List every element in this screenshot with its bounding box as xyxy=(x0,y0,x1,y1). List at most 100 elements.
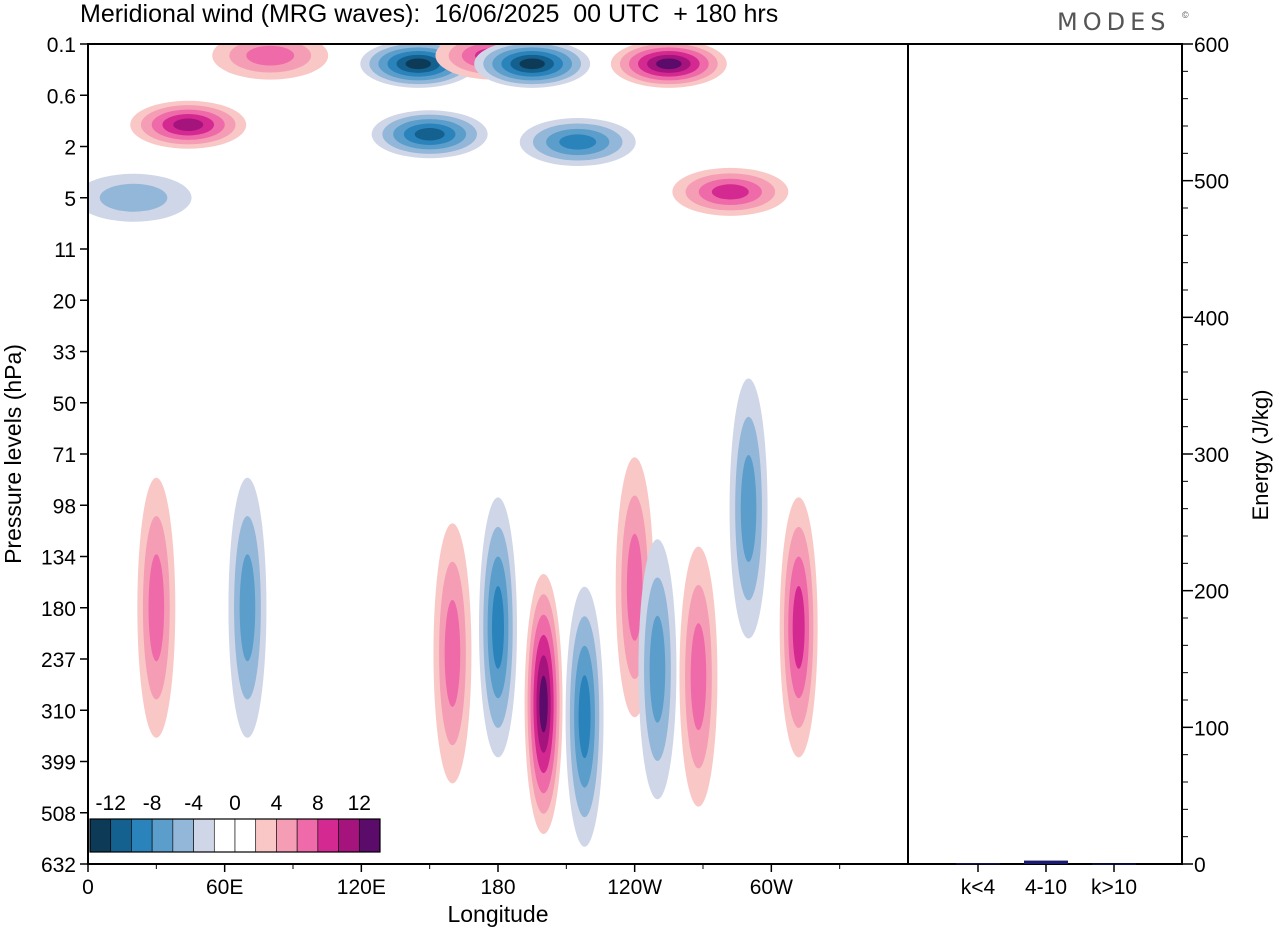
energy-y-tick-label: 500 xyxy=(1194,171,1229,194)
contour-band xyxy=(539,675,548,733)
wind-anomaly-cell xyxy=(524,573,563,834)
y-tick-label: 5 xyxy=(64,188,76,211)
wind-anomaly-cell xyxy=(228,477,267,738)
wind-anomaly-cell xyxy=(672,167,789,216)
wind-anomaly-cell xyxy=(519,118,636,167)
wind-anomaly-cell xyxy=(137,477,176,738)
x-tick-label: 60W xyxy=(750,876,793,899)
contour-band xyxy=(656,58,682,70)
wind-anomaly-cell xyxy=(371,110,488,159)
y-tick-label: 0.1 xyxy=(47,34,76,57)
colorbar-label: -12 xyxy=(96,792,126,815)
y-tick-label: 33 xyxy=(53,342,76,365)
colorbar-swatch xyxy=(193,818,215,853)
contour-band xyxy=(414,128,445,141)
contour-band xyxy=(711,184,749,200)
chart-title: Meridional wind (MRG waves): 16/06/2025 … xyxy=(80,0,779,28)
colorbar-swatch xyxy=(89,818,112,853)
contour-band xyxy=(740,455,757,563)
contour-band xyxy=(578,675,591,759)
colorbar-frame xyxy=(89,818,381,853)
energy-y-tick-label: 0 xyxy=(1194,854,1206,877)
x-axis-label: Longitude xyxy=(447,901,548,927)
colorbar-label: 0 xyxy=(229,792,241,815)
x-tick-label: 120W xyxy=(607,876,662,899)
y-tick-label: 50 xyxy=(53,393,76,416)
contour-band xyxy=(649,615,666,723)
y-tick-label: 180 xyxy=(41,598,76,621)
wind-anomaly-cell xyxy=(729,378,768,639)
colorbar-swatch xyxy=(151,818,174,853)
energy-panel-frame xyxy=(907,43,1183,865)
wind-anomaly-cell xyxy=(474,44,591,88)
colorbar-swatch xyxy=(234,818,257,853)
brand-logo: MODES xyxy=(1057,8,1171,36)
colorbar: -12 -8 -4 0 4 8 12 xyxy=(89,792,381,853)
energy-axis-label: Energy (J/kg) xyxy=(1248,390,1273,521)
heatmap-field xyxy=(88,44,908,864)
y-tick-label: 134 xyxy=(41,547,76,570)
colorbar-swatch xyxy=(110,818,132,853)
y-tick-label: 71 xyxy=(53,444,76,467)
energy-category-label: k<4 xyxy=(961,876,996,899)
wind-anomaly-cell xyxy=(565,586,604,847)
colorbar-label: -4 xyxy=(184,792,203,815)
energy-y-tick-label: 300 xyxy=(1194,444,1229,467)
colorbar-label: 8 xyxy=(312,792,324,815)
y-tick-label: 632 xyxy=(41,854,76,877)
energy-category-label: k>10 xyxy=(1091,876,1137,899)
colorbar-label: 12 xyxy=(348,792,371,815)
contour-band xyxy=(444,599,461,707)
energy-category-label: 4-10 xyxy=(1025,876,1067,899)
energy-y-tick-label: 400 xyxy=(1194,307,1229,330)
x-tick-label: 180 xyxy=(480,876,515,899)
colorbar-swatch xyxy=(131,818,153,853)
energy-y-tick-label: 600 xyxy=(1194,34,1229,57)
wind-anomaly-cell xyxy=(679,546,718,807)
contour-band xyxy=(239,554,256,662)
colorbar-swatch xyxy=(213,818,236,853)
contour-band xyxy=(519,58,545,70)
energy-y-tick-label: 200 xyxy=(1194,581,1229,604)
colorbar-swatch xyxy=(296,818,319,853)
wind-anomaly-cell xyxy=(479,497,517,758)
brand-copyright-mark: © xyxy=(1182,10,1189,20)
energy-bar xyxy=(956,863,1000,865)
y-tick-label: 11 xyxy=(54,239,76,262)
y-tick-label: 508 xyxy=(41,803,76,826)
colorbar-swatch xyxy=(172,818,194,853)
colorbar-swatch xyxy=(255,818,277,853)
wind-anomaly-cell xyxy=(433,523,472,784)
wind-anomaly-cell xyxy=(88,173,192,222)
x-tick-label: 120E xyxy=(337,876,386,899)
colorbar-label: 4 xyxy=(271,792,283,815)
wind-anomaly-cell xyxy=(610,44,727,88)
y-tick-label: 399 xyxy=(41,752,76,775)
y-tick-label: 237 xyxy=(41,649,76,672)
energy-y-tick-label: 100 xyxy=(1194,717,1229,740)
contour-band xyxy=(173,118,204,131)
colorbar-swatch xyxy=(276,818,298,853)
y-tick-label: 2 xyxy=(64,137,76,160)
contour-band xyxy=(405,58,431,70)
energy-bar-chart: 0 100 200 300 400 500 600 k<4 4-10 k>10 xyxy=(956,34,1229,899)
y-tick-label: 98 xyxy=(53,495,76,518)
heatmap-axes: 0.1 0.6 2 5 11 20 33 50 71 98 134 180 237 310 399 508 63… xyxy=(41,34,841,899)
wind-anomaly-cell xyxy=(638,539,677,800)
contour-band xyxy=(148,554,165,662)
y-tick-label: 20 xyxy=(53,290,76,313)
contour-band xyxy=(246,45,295,66)
colorbar-swatch xyxy=(338,818,360,853)
contour-band xyxy=(559,134,597,150)
wind-anomaly-cell xyxy=(212,44,329,80)
y-tick-label: 310 xyxy=(41,700,76,723)
x-tick-label: 0 xyxy=(82,876,94,899)
wind-anomaly-cell xyxy=(130,100,247,149)
contour-band xyxy=(690,623,707,731)
y-axis-label: Pressure levels (hPa) xyxy=(0,344,26,564)
y-tick-label: 0.6 xyxy=(47,85,76,108)
x-tick-label: 60E xyxy=(206,876,243,899)
colorbar-label: -8 xyxy=(143,792,162,815)
contour-band xyxy=(492,585,504,669)
